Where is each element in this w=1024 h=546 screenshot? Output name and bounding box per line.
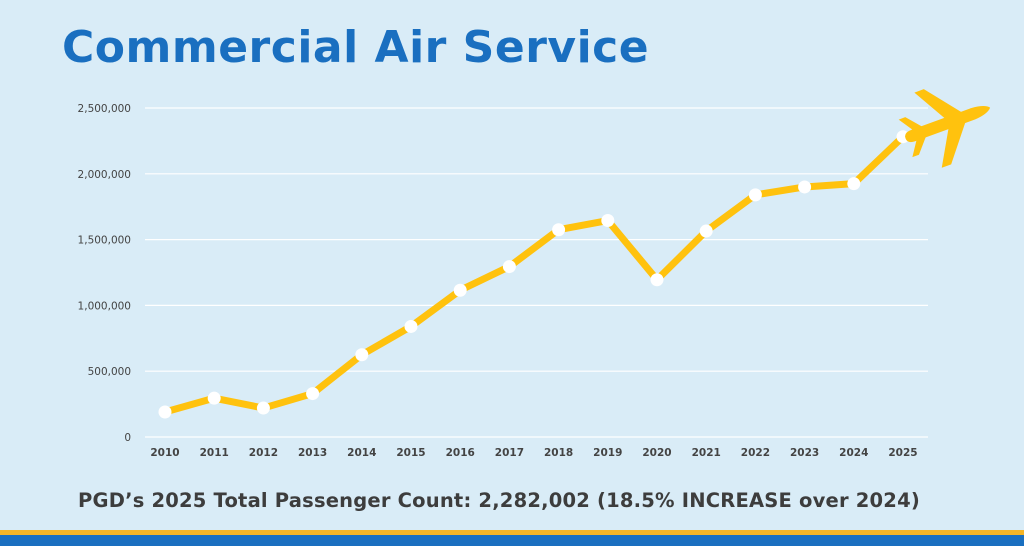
x-tick-label: 2020 (642, 447, 671, 459)
x-tick-label: 2022 (741, 447, 770, 459)
data-point (601, 214, 615, 228)
data-point (453, 283, 467, 297)
y-tick-label: 1,000,000 (78, 300, 131, 312)
series-line (161, 133, 907, 416)
x-tick-label: 2017 (495, 447, 524, 459)
data-point (355, 348, 369, 362)
data-point (158, 405, 172, 419)
footer-band-blue (0, 535, 1024, 546)
x-tick-label: 2018 (544, 447, 573, 459)
data-point (650, 273, 664, 287)
x-axis-ticks: 2010 2011 2012 2013 2014 2015 2016 2017 2018 2019… (150, 447, 917, 459)
footer-summary: PGD’s 2025 Total Passenger Count: 2,282,… (78, 489, 920, 512)
x-tick-label: 2021 (692, 447, 721, 459)
x-tick-label: 2013 (298, 447, 327, 459)
data-point (306, 387, 320, 401)
x-tick-label: 2010 (150, 447, 179, 459)
data-point (798, 180, 812, 194)
x-tick-label: 2023 (790, 447, 819, 459)
chart-title: Commercial Air Service (62, 22, 650, 73)
data-point (404, 319, 418, 333)
data-point (847, 177, 861, 191)
y-tick-label: 500,000 (88, 366, 131, 378)
airplane-icon (898, 89, 991, 168)
x-tick-label: 2024 (839, 447, 868, 459)
x-tick-label: 2012 (249, 447, 278, 459)
footer-band-orange (0, 530, 1024, 535)
series-passengers (161, 133, 907, 416)
data-point (256, 401, 270, 415)
x-tick-label: 2025 (888, 447, 917, 459)
x-tick-label: 2014 (347, 447, 376, 459)
y-tick-label: 0 (124, 432, 131, 444)
y-tick-label: 2,000,000 (78, 169, 131, 181)
x-tick-label: 2019 (593, 447, 622, 459)
data-point (748, 188, 762, 202)
x-tick-label: 2016 (446, 447, 475, 459)
x-tick-label: 2011 (200, 447, 229, 459)
data-point (699, 224, 713, 238)
x-tick-label: 2015 (396, 447, 425, 459)
y-tick-label: 2,500,000 (78, 103, 131, 115)
data-point (552, 223, 566, 237)
gridlines (145, 107, 928, 438)
y-axis-ticks: 0 500,000 1,000,000 1,500,000 2,000,000 2,500… (78, 103, 131, 444)
data-point (207, 391, 221, 405)
data-markers (158, 130, 910, 419)
y-tick-label: 1,500,000 (78, 235, 131, 247)
data-point (502, 260, 516, 274)
